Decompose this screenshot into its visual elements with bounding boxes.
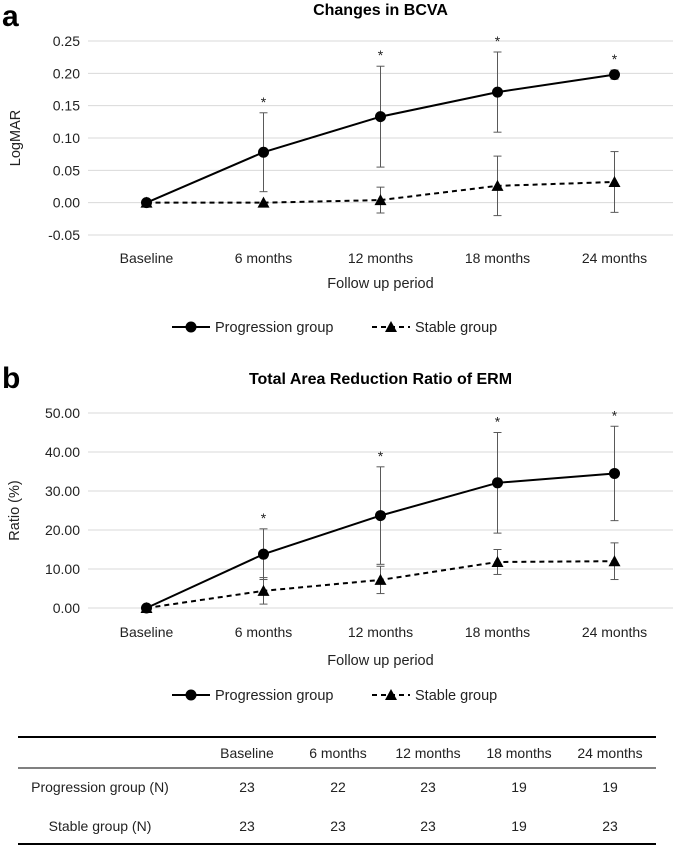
y-tick-label: 20.00: [45, 522, 80, 538]
x-tick-label: 12 months: [348, 250, 413, 266]
chart-title: Changes in BCVA: [313, 2, 448, 19]
table-header-cell: 6 months: [309, 745, 367, 761]
data-point: [608, 555, 621, 567]
data-point: [257, 584, 270, 596]
significance-marker: *: [495, 414, 501, 430]
y-tick-label: 0.00: [53, 600, 80, 616]
y-tick-label: 0.25: [53, 33, 80, 49]
table-header-cell: 18 months: [486, 745, 551, 761]
table-cell: 23: [602, 818, 618, 834]
significance-marker: *: [261, 94, 267, 110]
data-point: [375, 111, 386, 123]
data-point: [374, 573, 387, 585]
data-point: [609, 467, 620, 479]
table-header-cell: 24 months: [577, 745, 642, 761]
data-point: [492, 477, 503, 489]
y-tick-label: 0.10: [53, 130, 80, 146]
x-tick-label: 18 months: [465, 250, 530, 266]
table-row-label: Stable group (N): [49, 818, 152, 834]
table-row-label: Progression group (N): [31, 779, 169, 795]
x-axis-title: Follow up period: [327, 653, 433, 669]
legend-label-stable: Stable group: [415, 320, 497, 336]
data-point: [140, 602, 153, 613]
data-point: [491, 555, 504, 567]
x-axis-title: Follow up period: [327, 276, 433, 292]
data-point: [609, 69, 620, 81]
table-cell: 19: [511, 818, 527, 834]
panel-label-b: b: [2, 362, 20, 395]
y-axis-title: Ratio (%): [7, 480, 23, 540]
data-point: [140, 196, 153, 208]
panel-label-a: a: [2, 0, 19, 33]
data-point: [257, 196, 270, 208]
x-tick-label: 18 months: [465, 624, 530, 640]
data-point: [608, 175, 621, 187]
significance-marker: *: [261, 510, 267, 526]
legend-label-progression: Progression group: [215, 320, 334, 336]
significance-marker: *: [378, 448, 384, 464]
y-tick-label: 30.00: [45, 483, 80, 499]
legend-label-progression: Progression group: [215, 688, 334, 704]
chart-title: Total Area Reduction Ratio of ERM: [249, 371, 512, 388]
chart-area-reduction: Total Area Reduction Ratio of ERM 0.00 10.…: [7, 371, 673, 704]
legend-label-stable: Stable group: [415, 688, 497, 704]
y-tick-label: 0.05: [53, 162, 80, 178]
y-axis-title: LogMAR: [8, 110, 24, 166]
table-cell: 19: [511, 779, 527, 795]
y-tick-label: 40.00: [45, 444, 80, 460]
table-cell: 22: [330, 779, 346, 795]
significance-marker: *: [612, 407, 618, 423]
table-header-cell: Baseline: [220, 745, 274, 761]
series-stable: [140, 151, 621, 217]
legend-marker-progression: [185, 321, 197, 333]
data-point: [374, 194, 387, 206]
x-tick-label: Baseline: [120, 624, 174, 640]
chart-bcva: Changes in BCVA -0.05 0.00 0.05 0.10 0.15 0.20…: [8, 2, 673, 336]
legend-marker-stable: [385, 321, 397, 332]
significance-marker: *: [612, 51, 618, 67]
sample-size-table: Baseline 6 months 12 months 18 months 24 mon…: [18, 736, 656, 845]
data-point: [258, 146, 269, 158]
data-point: [492, 86, 503, 98]
data-point: [375, 510, 386, 522]
y-tick-label: 50.00: [45, 405, 80, 421]
table-cell: 23: [420, 779, 436, 795]
y-tick-label: 0.15: [53, 98, 80, 114]
x-tick-label: 24 months: [582, 250, 647, 266]
x-tick-label: Baseline: [120, 250, 174, 266]
x-tick-label: 6 months: [235, 250, 293, 266]
table-cell: 23: [239, 818, 255, 834]
data-point: [491, 179, 504, 191]
legend-marker-progression: [185, 689, 197, 701]
x-tick-label: 24 months: [582, 624, 647, 640]
table-cell: 23: [420, 818, 436, 834]
table-cell: 23: [330, 818, 346, 834]
legend-marker-stable: [385, 689, 397, 700]
y-tick-label: -0.05: [48, 227, 80, 243]
data-point: [258, 548, 269, 560]
series-progression: [141, 425, 620, 614]
significance-marker: *: [378, 47, 384, 63]
x-tick-label: 12 months: [348, 624, 413, 640]
y-tick-label: 10.00: [45, 561, 80, 577]
table-cell: 19: [602, 779, 618, 795]
y-tick-label: 0.20: [53, 65, 80, 81]
series-progression: [141, 51, 620, 209]
y-tick-label: 0.00: [53, 195, 80, 211]
x-tick-label: 6 months: [235, 624, 293, 640]
table-header-cell: 12 months: [395, 745, 460, 761]
table-cell: 23: [239, 779, 255, 795]
series-stable: [140, 542, 621, 613]
significance-marker: *: [495, 33, 501, 49]
